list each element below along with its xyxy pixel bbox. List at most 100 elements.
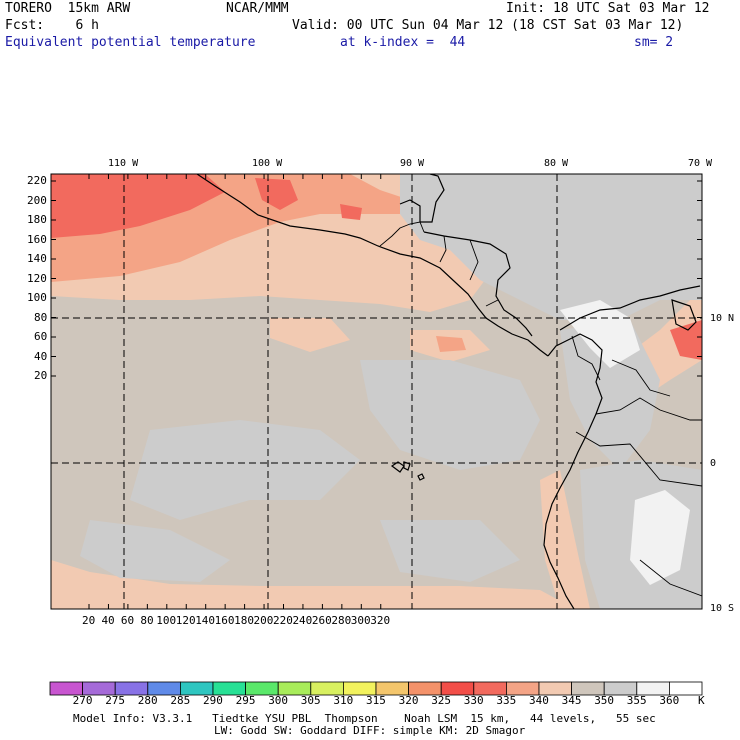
x-tick-label: 320 (370, 614, 391, 627)
y-tick-label: 180 (27, 213, 47, 226)
legend-value-label: 325 (431, 694, 452, 707)
legend-value-label: 305 (300, 694, 321, 707)
border-colombia-ecuador-peru (595, 397, 702, 421)
y-tick-label: 200 (27, 193, 47, 207)
legend-color-bar (49, 681, 703, 696)
field-region-350-pacific-d (380, 520, 520, 582)
x-tick-label: 200 (253, 614, 274, 627)
model-name: TORERO 15km ARW (5, 1, 131, 16)
lat-lon-grid (51, 174, 702, 609)
legend-value-label: 295 (235, 694, 256, 707)
field-region-350-pacific-b (360, 360, 540, 470)
lon-label-110w: 110 W (108, 158, 139, 169)
x-tick-label: 240 (292, 614, 313, 627)
lat-label-10n: 10 N (710, 313, 735, 324)
field-region-340-andes (540, 470, 590, 609)
y-tick-label: 220 (27, 174, 47, 187)
field-region-350-pacific-c (80, 520, 230, 582)
field-region-330 (51, 174, 225, 238)
x-tick-label: 20 (82, 614, 96, 627)
organization: NCAR/MMM (226, 1, 289, 16)
field-spot-330-coast (340, 204, 362, 220)
border-ecuador-peru-brazil (575, 431, 702, 487)
level-info: at k-index = 44 (340, 35, 466, 50)
caribbean-coast-central-america (423, 231, 533, 337)
border-colombia-venezuela (611, 359, 671, 397)
legend-unit: K (698, 694, 705, 707)
field-name: Equivalent potential temperature (5, 35, 256, 50)
pacific-coast-south-america (543, 333, 603, 609)
border-honduras-nicaragua (469, 239, 479, 281)
y-tick-label: 160 (27, 232, 47, 246)
legend-value-label: 270 (72, 694, 93, 707)
legend-value-label: 285 (170, 694, 191, 707)
lat-label-equator: 0 (710, 458, 717, 469)
x-tick-label: 160 (214, 614, 235, 627)
border-nicaragua-costa-rica (485, 299, 499, 307)
lon-label-90w: 90 W (400, 158, 425, 169)
field-region-350-colombia (560, 320, 660, 470)
x-tick-label: 260 (311, 614, 332, 627)
x-tick-label: 300 (350, 614, 371, 627)
x-tick-label: 120 (175, 614, 196, 627)
field-spot-330-venezuela (670, 320, 702, 360)
map-frame (50, 173, 703, 610)
legend-value-label: 275 (105, 694, 126, 707)
valid-time: Valid: 00 UTC Sun 04 Mar 12 (18 CST Sat … (292, 18, 684, 33)
field-spot-335-b (436, 336, 466, 352)
field-region-355-north (560, 300, 640, 368)
legend-value-label: 335 (496, 694, 517, 707)
legend-value-label: 300 (268, 694, 289, 707)
coastlines (196, 174, 701, 609)
field-region-350-pacific-a (130, 420, 360, 520)
y-tick-label: 60 (34, 330, 48, 343)
lat-label-10s: 10 S (710, 603, 735, 614)
x-tick-label: 280 (331, 614, 352, 627)
field-region-355-south (630, 490, 690, 585)
y-tick-label: 100 (27, 291, 47, 304)
lake-maracaibo (671, 299, 697, 331)
x-tick-label: 220 (273, 614, 293, 627)
y-tick-label: 140 (27, 252, 47, 265)
legend-value-label: 310 (333, 694, 354, 707)
model-info: Model Info: V3.3.1 Tiedtke YSU PBL Thomp… (73, 712, 656, 725)
field-spot-340-a (270, 318, 350, 352)
x-tick-label: 40 (101, 614, 115, 627)
smoothing-info: sm= 2 (634, 35, 674, 50)
legend-value-label: 345 (561, 694, 582, 707)
init-time: Init: 18 UTC Sat 03 Mar 12 (506, 1, 710, 16)
legend-value-label: 350 (594, 694, 615, 707)
lon-label-100w: 100 W (252, 158, 283, 169)
lon-label-70w: 70 W (688, 158, 713, 169)
x-tick-marks (88, 174, 382, 609)
y-tick-label: 20 (34, 369, 48, 382)
field-spot-330-mexico (255, 178, 298, 210)
legend-value-label: 330 (463, 694, 484, 707)
y-tick-label: 120 (27, 271, 47, 285)
x-tick-label: 180 (234, 614, 254, 627)
theta-e-field (51, 174, 702, 609)
legend-value-label: 340 (529, 694, 549, 707)
yucatan-coast (399, 174, 445, 223)
field-region-340-south (51, 560, 575, 609)
x-tick-label: 60 (120, 614, 135, 627)
forecast-hour: Fcst: 6 h (5, 18, 99, 33)
y-tick-label: 80 (34, 310, 48, 324)
field-region-350-caribbean (400, 174, 702, 320)
x-tick-label: 80 (140, 614, 154, 627)
lon-label-80w: 80 W (544, 158, 569, 169)
legend-value-label: 320 (398, 694, 419, 707)
y-tick-marks (51, 180, 702, 377)
x-tick-label: 100 (156, 614, 177, 627)
y-tick-label: 40 (34, 349, 48, 363)
legend-value-label: 360 (659, 694, 680, 707)
x-tick-label: 140 (195, 614, 216, 627)
legend-swatch (669, 681, 703, 696)
border-mexico-guatemala (379, 221, 425, 247)
border-peru-bolivia (639, 559, 702, 597)
legend-value-label: 315 (366, 694, 386, 707)
country-borders (379, 221, 702, 597)
legend-value-label: 290 (203, 694, 223, 707)
legend-value-label: 355 (626, 694, 647, 707)
